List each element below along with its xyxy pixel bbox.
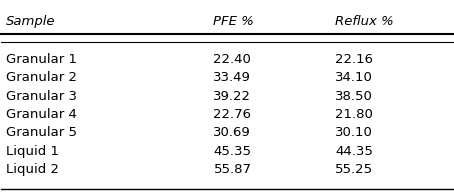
Text: 44.35: 44.35 [336,145,373,158]
Text: Granular 2: Granular 2 [6,71,77,84]
Text: 55.25: 55.25 [336,163,374,176]
Text: 55.87: 55.87 [213,163,252,176]
Text: Liquid 2: Liquid 2 [6,163,59,176]
Text: Reflux %: Reflux % [336,15,394,28]
Text: 38.50: 38.50 [336,90,373,103]
Text: Granular 3: Granular 3 [6,90,77,103]
Text: 33.49: 33.49 [213,71,252,84]
Text: 30.10: 30.10 [336,126,373,139]
Text: 39.22: 39.22 [213,90,252,103]
Text: 30.69: 30.69 [213,126,251,139]
Text: 22.76: 22.76 [213,108,252,121]
Text: Granular 4: Granular 4 [6,108,77,121]
Text: Liquid 1: Liquid 1 [6,145,59,158]
Text: 22.40: 22.40 [213,53,252,66]
Text: 45.35: 45.35 [213,145,252,158]
Text: PFE %: PFE % [213,15,254,28]
Text: Granular 5: Granular 5 [6,126,77,139]
Text: Granular 1: Granular 1 [6,53,77,66]
Text: 34.10: 34.10 [336,71,373,84]
Text: Sample: Sample [6,15,55,28]
Text: 21.80: 21.80 [336,108,373,121]
Text: 22.16: 22.16 [336,53,373,66]
